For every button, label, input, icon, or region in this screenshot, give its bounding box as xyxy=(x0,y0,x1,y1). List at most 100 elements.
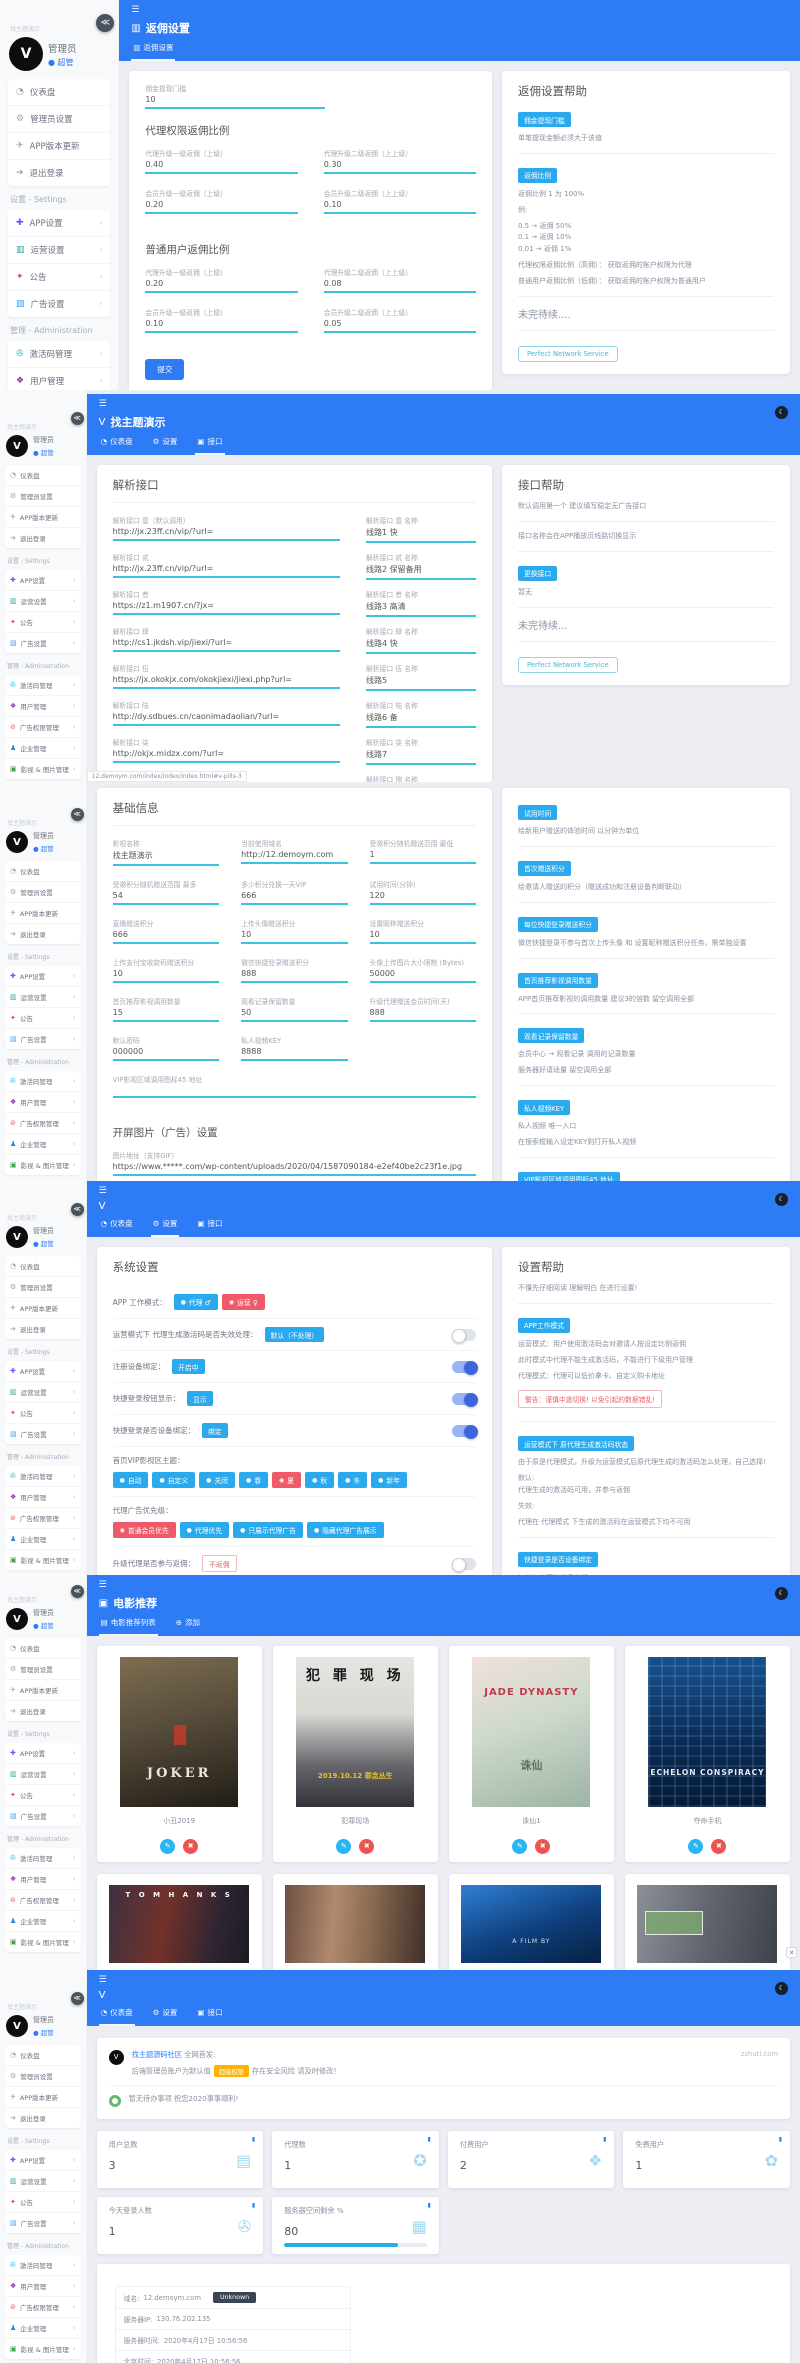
notice-link[interactable]: 找主题源码社区 xyxy=(131,2050,185,2059)
field-value-input[interactable]: 8888 xyxy=(241,1045,348,1061)
sidebar-item-APP设置[interactable]: ✚ APP设置 ‹ xyxy=(5,966,81,987)
tab-添加[interactable]: ⊕ 添加 xyxy=(174,1617,202,1636)
edit-button[interactable]: ✎ xyxy=(336,1838,352,1854)
radio-chip-秋[interactable]: ● 秋 xyxy=(305,1472,335,1488)
sidebar-item-运营设置[interactable]: ▥ 运营设置 ‹ xyxy=(5,1382,81,1403)
field-value-input[interactable]: 120 xyxy=(369,889,476,905)
sidebar-item-广告权限管理[interactable]: ⊘ 广告权限管理 ‹ xyxy=(5,1890,81,1911)
sidebar-item-公告[interactable]: ✦ 公告 ‹ xyxy=(5,1008,81,1029)
sidebar-collapse-button[interactable]: ≪ xyxy=(70,1992,84,2005)
field-value-input[interactable]: 888 xyxy=(369,1006,476,1022)
field-value-input[interactable]: 0.08 xyxy=(323,277,476,293)
tab-接口[interactable]: ▣ 接口 xyxy=(195,1218,224,1237)
sidebar-item-企业管理[interactable]: ♟ 企业管理 ‹ xyxy=(5,1134,81,1155)
tab-设置[interactable]: ⚙ 设置 xyxy=(151,2007,180,2026)
sidebar-item-企业管理[interactable]: ♟ 企业管理 ‹ xyxy=(5,2318,81,2339)
sidebar-item-影视 & 图片管理[interactable]: ▣ 影视 & 图片管理 ‹ xyxy=(5,1932,81,1952)
sidebar-item-仪表盘[interactable]: ◔ 仪表盘 xyxy=(5,465,81,486)
field-value-input[interactable]: 10 xyxy=(112,967,220,983)
sidebar-item-广告设置[interactable]: ▧ 广告设置 ‹ xyxy=(5,2213,81,2233)
sidebar-item-退出登录[interactable]: ➔ 退出登录 xyxy=(5,924,81,944)
sidebar-item-管理员设置[interactable]: ⚙ 管理员设置 xyxy=(5,486,81,507)
field-value-input[interactable]: 50000 xyxy=(369,967,476,983)
menu-toggle-icon[interactable]: ☰ xyxy=(98,1580,107,1590)
field-value-input[interactable]: 1 xyxy=(369,848,476,864)
field-value-input[interactable]: http://cs1.jkdsh.vip/jiexi/?url= xyxy=(112,636,340,652)
sidebar-item-APP设置[interactable]: ✚ APP设置 ‹ xyxy=(5,1361,81,1382)
delete-button[interactable]: ✖ xyxy=(535,1838,551,1854)
field-value-input[interactable]: http://jx.23ff.cn/vip/?url= xyxy=(112,562,340,578)
field-value-input[interactable]: 线路3 高清 xyxy=(366,599,476,617)
tab-接口[interactable]: ▣ 接口 xyxy=(195,2007,224,2026)
delete-button[interactable]: ✖ xyxy=(359,1838,375,1854)
toggle-switch[interactable] xyxy=(452,1392,478,1407)
menu-toggle-icon[interactable]: ☰ xyxy=(98,399,107,409)
status-badge[interactable]: 绑定 xyxy=(202,1423,228,1438)
status-badge[interactable]: 开启中 xyxy=(172,1359,205,1374)
sidebar-item-仪表盘[interactable]: ◔ 仪表盘 xyxy=(8,79,111,106)
sidebar-item-退出登录[interactable]: ➔ 退出登录 xyxy=(5,1701,81,1721)
sidebar-item-公告[interactable]: ✦ 公告 ‹ xyxy=(5,2192,81,2213)
sidebar-item-公告[interactable]: ✦ 公告 ‹ xyxy=(5,612,81,633)
vendor-button[interactable]: Perfect Network Service xyxy=(518,345,618,362)
sidebar-item-管理员设置[interactable]: ⚙ 管理员设置 xyxy=(5,1277,81,1298)
sidebar-item-管理员设置[interactable]: ⚙ 管理员设置 xyxy=(5,882,81,903)
field-value-input[interactable]: https://www.*****.com/wp-content/uploads… xyxy=(112,1160,476,1176)
radio-chip-春[interactable]: ● 春 xyxy=(238,1472,269,1488)
sidebar-item-广告权限管理[interactable]: ⊘ 广告权限管理 ‹ xyxy=(5,717,81,738)
field-value-input[interactable]: 线路6 备 xyxy=(366,710,476,728)
field-value-input[interactable]: 54 xyxy=(112,889,220,905)
sidebar-item-激活码管理[interactable]: ✇ 激活码管理 ‹ xyxy=(8,341,111,368)
sidebar-item-APP版本更新[interactable]: ✈ APP版本更新 xyxy=(5,1680,81,1701)
sidebar-item-激活码管理[interactable]: ✇ 激活码管理 ‹ xyxy=(5,2255,81,2276)
sidebar-collapse-button[interactable]: ≪ xyxy=(70,808,84,821)
sidebar-item-运营设置[interactable]: ▥ 运营设置 ‹ xyxy=(5,1764,81,1785)
status-badge[interactable]: 不返佣 xyxy=(202,1555,237,1572)
dark-mode-toggle[interactable]: ☾ xyxy=(775,1193,788,1206)
sidebar-collapse-button[interactable]: ≪ xyxy=(70,1585,84,1598)
field-value-input[interactable]: 线路4 快 xyxy=(366,636,476,654)
vendor-button[interactable]: Perfect Network Service xyxy=(518,656,618,673)
sidebar-item-激活码管理[interactable]: ✇ 激活码管理 ‹ xyxy=(5,1466,81,1487)
sidebar-item-运营设置[interactable]: ▥ 运营设置 ‹ xyxy=(5,591,81,612)
sidebar-item-广告设置[interactable]: ▧ 广告设置 ‹ xyxy=(5,1424,81,1444)
field-value-input[interactable]: http://dy.sdbues.cn/caonimadaolian/?url= xyxy=(112,710,340,726)
sidebar-item-APP设置[interactable]: ✚ APP设置 ‹ xyxy=(5,1743,81,1764)
field-value-input[interactable]: https://z1.m1907.cn/?jx= xyxy=(112,599,340,615)
dark-mode-toggle[interactable]: ☾ xyxy=(775,1982,788,1995)
delete-button[interactable]: ✖ xyxy=(183,1838,199,1854)
edit-button[interactable]: ✎ xyxy=(160,1838,176,1854)
tab-接口[interactable]: ▣ 接口 xyxy=(195,436,225,455)
sidebar-item-激活码管理[interactable]: ✇ 激活码管理 ‹ xyxy=(5,1071,81,1092)
sidebar-item-APP版本更新[interactable]: ✈ APP版本更新 xyxy=(8,133,111,160)
field-value-input[interactable]: 0.40 xyxy=(145,158,298,174)
threshold-field[interactable]: 佣金提现门槛 10 xyxy=(145,83,326,109)
toggle-switch[interactable] xyxy=(452,1328,476,1343)
close-icon[interactable]: ✕ xyxy=(786,1947,797,1958)
field-value-input[interactable]: 000000 xyxy=(112,1045,220,1061)
sidebar-item-用户管理[interactable]: ❖ 用户管理 ‹ xyxy=(5,1869,81,1890)
submit-button[interactable]: 提交 xyxy=(145,359,185,380)
sidebar-item-APP版本更新[interactable]: ✈ APP版本更新 xyxy=(5,903,81,924)
field-value[interactable]: 10 xyxy=(145,93,326,109)
sidebar-item-APP版本更新[interactable]: ✈ APP版本更新 xyxy=(5,507,81,528)
status-badge[interactable]: 显示 xyxy=(187,1391,213,1406)
field-value-input[interactable]: 10 xyxy=(369,928,476,944)
sidebar-item-管理员设置[interactable]: ⚙ 管理员设置 xyxy=(5,2066,81,2087)
field-value-input[interactable]: 666 xyxy=(112,928,220,944)
sidebar-item-公告[interactable]: ✦ 公告 ‹ xyxy=(8,264,111,291)
sidebar-item-企业管理[interactable]: ♟ 企业管理 ‹ xyxy=(5,1529,81,1550)
sidebar-item-运营设置[interactable]: ▥ 运营设置 ‹ xyxy=(8,237,111,264)
sidebar-item-广告权限管理[interactable]: ⊘ 广告权限管理 ‹ xyxy=(5,1508,81,1529)
sidebar-item-公告[interactable]: ✦ 公告 ‹ xyxy=(5,1403,81,1424)
sidebar-item-广告设置[interactable]: ▧ 广告设置 ‹ xyxy=(5,1806,81,1826)
sidebar-item-激活码管理[interactable]: ✇ 激活码管理 ‹ xyxy=(5,1848,81,1869)
tab-仪表盘[interactable]: ◔ 仪表盘 xyxy=(99,436,135,455)
sidebar-item-仪表盘[interactable]: ◔ 仪表盘 xyxy=(5,1256,81,1277)
field-value-input[interactable]: http://jx.23ff.cn/vip/?url= xyxy=(112,525,340,541)
sidebar-item-影视 & 图片管理[interactable]: ▣ 影视 & 图片管理 ‹ xyxy=(5,759,81,779)
field-value-input[interactable]: 0.10 xyxy=(323,198,476,214)
sidebar-item-管理员设置[interactable]: ⚙ 管理员设置 xyxy=(8,106,111,133)
radio-chip-运营 ♀[interactable]: ◉ 运营 ♀ xyxy=(221,1294,265,1310)
sidebar-item-影视 & 图片管理[interactable]: ▣ 影视 & 图片管理 ‹ xyxy=(5,2339,81,2359)
